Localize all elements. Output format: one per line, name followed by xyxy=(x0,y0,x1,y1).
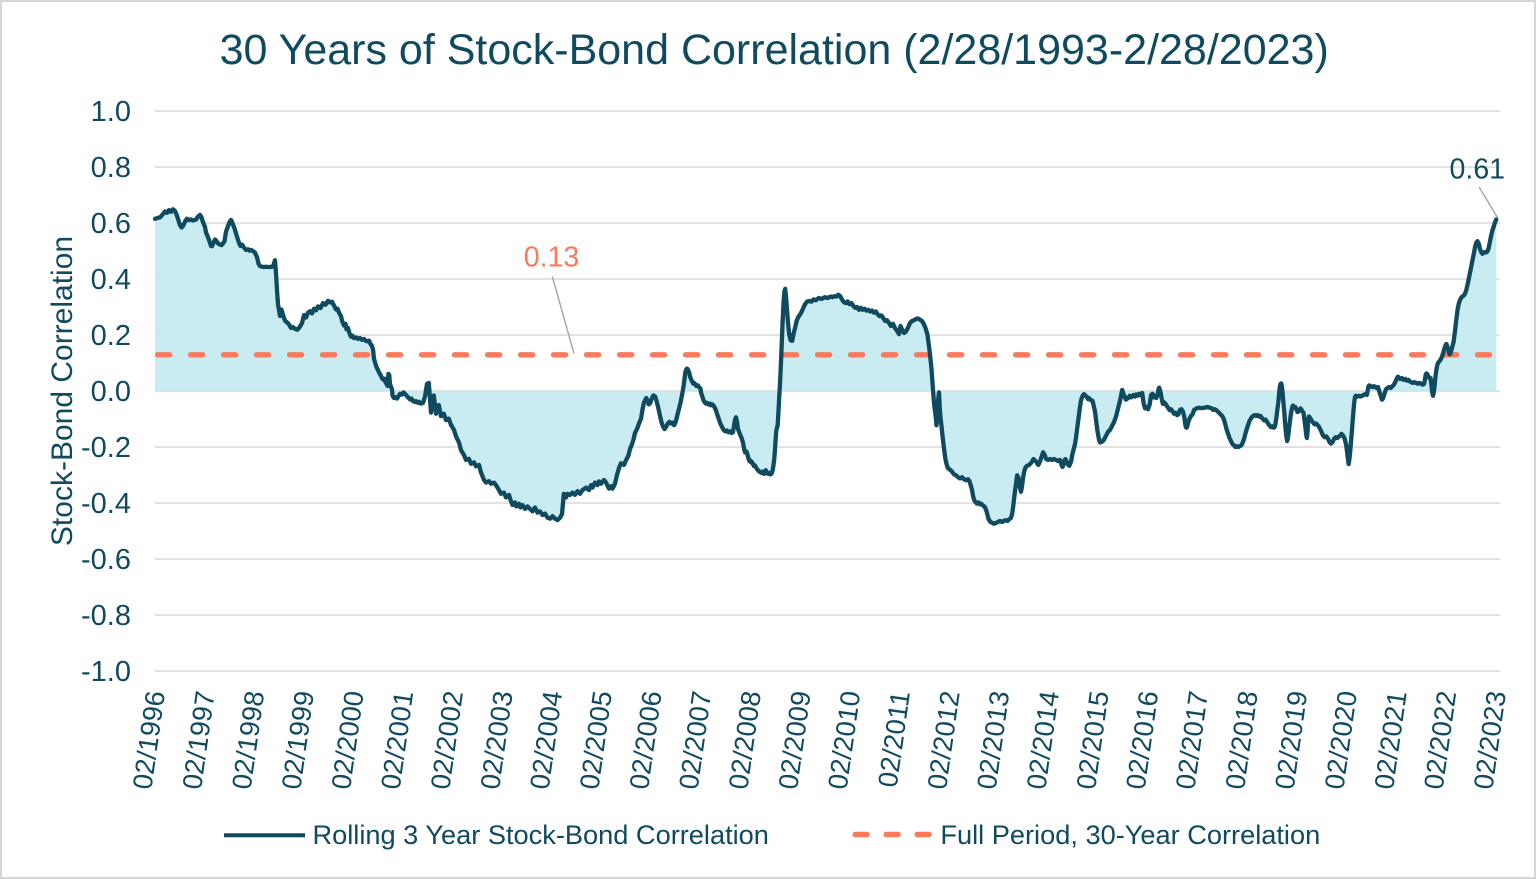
svg-text:-0.2: -0.2 xyxy=(81,432,131,464)
svg-text:-0.6: -0.6 xyxy=(81,544,131,576)
svg-text:-0.4: -0.4 xyxy=(81,488,131,520)
svg-text:Rolling 3 Year Stock-Bond Corr: Rolling 3 Year Stock-Bond Correlation xyxy=(313,819,769,850)
svg-text:Full Period, 30-Year Correlati: Full Period, 30-Year Correlation xyxy=(940,819,1320,850)
svg-text:0.4: 0.4 xyxy=(91,264,131,296)
svg-text:-0.8: -0.8 xyxy=(81,600,131,632)
svg-text:0.8: 0.8 xyxy=(91,152,131,184)
svg-text:0.61: 0.61 xyxy=(1450,154,1505,186)
svg-text:Stock-Bond Correlation: Stock-Bond Correlation xyxy=(46,236,79,546)
svg-text:0.2: 0.2 xyxy=(91,320,131,352)
svg-text:0.0: 0.0 xyxy=(91,376,131,408)
svg-text:30 Years of Stock-Bond Correla: 30 Years of Stock-Bond Correlation (2/28… xyxy=(220,26,1329,74)
svg-text:-1.0: -1.0 xyxy=(81,656,131,688)
svg-text:0.6: 0.6 xyxy=(91,208,131,240)
svg-text:1.0: 1.0 xyxy=(91,96,131,128)
svg-text:0.13: 0.13 xyxy=(524,242,579,274)
